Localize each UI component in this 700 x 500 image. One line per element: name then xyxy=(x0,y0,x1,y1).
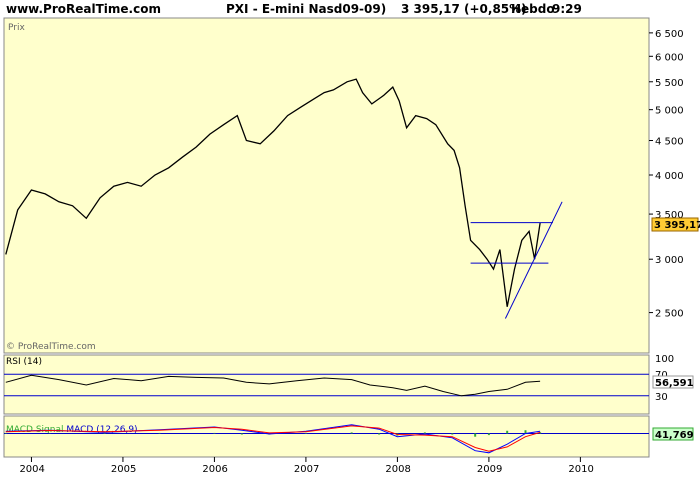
macd-histogram xyxy=(4,430,649,437)
rsi-line xyxy=(5,374,541,397)
macd-panel: MACD Signal MACD (12,26,9) 41,769 xyxy=(3,415,694,458)
instrument-title: PXI - E-mini Nasd09-09) xyxy=(226,2,387,16)
price-tick-label: 5 000 xyxy=(655,106,684,117)
price-panel: Prix © ProRealTime.com 2 500 3 000 3 500 4 … xyxy=(3,17,700,354)
period-label: Hebdo xyxy=(511,2,555,16)
macd-label-hist: MACD (12,26,9) xyxy=(66,425,137,435)
price-panel-label: Prix xyxy=(8,23,25,33)
x-tick-label: 2010 xyxy=(568,464,593,475)
rsi-panel-bg xyxy=(3,354,650,415)
price-tick-label: 3 500 xyxy=(655,210,684,221)
price-tick-label: 3 000 xyxy=(655,255,684,266)
price-series xyxy=(5,78,563,319)
rsi-tick-label: 100 xyxy=(655,354,674,365)
price-line xyxy=(5,78,541,307)
price-last-value-box xyxy=(651,217,699,232)
x-tick-label: 2007 xyxy=(294,464,319,475)
x-tick-label: 2006 xyxy=(202,464,227,475)
x-tick-label: 2004 xyxy=(19,464,44,475)
macd-series xyxy=(5,424,541,454)
macd-last-value: 41,769 xyxy=(655,430,694,441)
price-tick-label: 4 000 xyxy=(655,171,684,182)
x-axis: 2004 2005 2006 2007 2008 2009 2010 xyxy=(19,457,594,475)
macd-panel-bg xyxy=(3,415,650,458)
price-tick-label: 4 500 xyxy=(655,137,684,148)
macd-last-value-box xyxy=(652,427,694,441)
trend-line xyxy=(504,201,563,319)
price-last-value: 3 395,17 xyxy=(654,220,700,231)
rsi-panel-label: RSI (14) xyxy=(6,357,42,367)
rsi-panel: RSI (14) 3070100 56,591 xyxy=(3,354,694,415)
x-tick-label: 2009 xyxy=(477,464,502,475)
chart-header: www.ProRealTime.com PXI - E-mini Nasd09-… xyxy=(0,0,700,18)
watermark: © ProRealTime.com xyxy=(6,342,96,352)
price-tick-label: 2 500 xyxy=(655,309,684,320)
macd-label-main: MACD xyxy=(6,425,36,435)
price-y-ticks: 2 500 3 000 3 500 4 000 4 500 5 000 5 500 6 000… xyxy=(649,29,684,320)
rsi-tick-label: 30 xyxy=(655,392,668,403)
price-tick-label: 6 500 xyxy=(655,29,684,40)
x-tick-label: 2005 xyxy=(111,464,136,475)
price-panel-bg xyxy=(3,17,650,354)
rsi-last-value: 56,591 xyxy=(655,378,694,389)
quote-value: 3 395,17 (+0,85%) xyxy=(401,2,527,16)
price-tick-label: 5 500 xyxy=(655,78,684,89)
time-label: 9:29 xyxy=(552,2,582,16)
site-title[interactable]: www.ProRealTime.com xyxy=(6,2,161,16)
rsi-last-value-box xyxy=(652,375,694,389)
x-tick-label: 2008 xyxy=(385,464,410,475)
price-tick-label: 6 000 xyxy=(655,52,684,63)
signal-line xyxy=(5,425,541,452)
rsi-series xyxy=(5,374,541,397)
